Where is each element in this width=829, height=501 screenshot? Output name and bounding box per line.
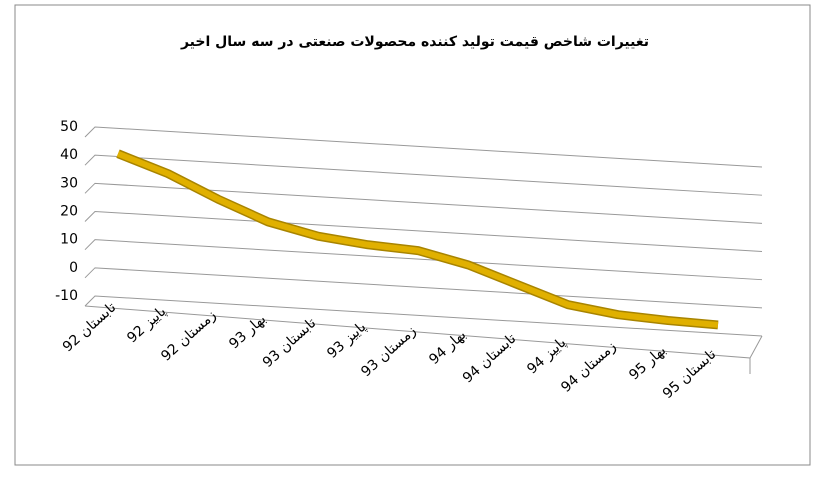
y-tick-label: 10 [60, 232, 78, 248]
grid-line [84, 239, 763, 281]
y-tick-label: 50 [60, 119, 78, 135]
chart-border [14, 4, 811, 466]
grid-line [84, 210, 763, 253]
grid-line [84, 295, 763, 337]
grid-line [84, 182, 763, 224]
grid-line [84, 126, 763, 168]
y-tick-label: 40 [60, 147, 78, 163]
y-tick-label: 0 [69, 260, 78, 276]
floor [84, 305, 763, 375]
y-tick-label: 30 [60, 175, 78, 191]
grid-line [84, 154, 763, 196]
y-tick-label: 20 [60, 204, 78, 220]
chart-title: تغییرات شاخص قیمت تولید کننده محصولات صن… [180, 34, 649, 50]
y-tick-label: -10 [55, 288, 78, 304]
line [116, 150, 719, 328]
